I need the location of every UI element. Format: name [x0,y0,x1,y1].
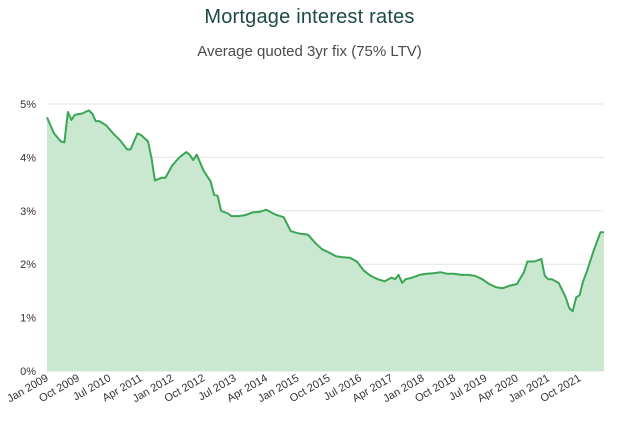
y-tick-label: 2% [20,259,36,271]
y-axis: 0% 1% 2% 3% 4% 5% [20,99,36,378]
y-tick-label: 5% [20,99,36,111]
y-tick-label: 3% [20,206,36,218]
y-tick-label: 0% [20,366,36,378]
chart-title: Mortgage interest rates [204,6,415,28]
series-area-fill [47,110,604,372]
chart-subtitle: Average quoted 3yr fix (75% LTV) [197,43,422,60]
series-line [46,109,604,313]
y-tick-label: 1% [20,313,36,325]
y-tick-label: 4% [20,152,36,164]
